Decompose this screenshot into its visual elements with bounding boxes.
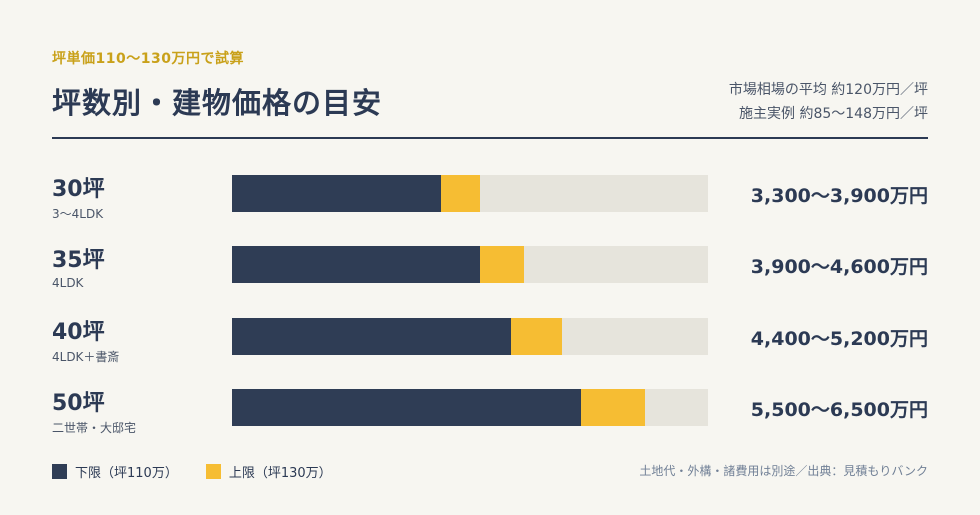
price-range-label: 3,300〜3,900万円 (750, 185, 928, 207)
bar-upper-range (581, 389, 645, 426)
bar-lower-bound (232, 246, 480, 283)
category-label: 50坪 (52, 391, 105, 416)
bar-lower-bound (232, 389, 582, 426)
bar-track (232, 318, 708, 355)
category-sublabel: 4LDK (52, 276, 84, 290)
bar-upper-range (441, 175, 480, 212)
legend: 下限（坪110万） 上限（坪130万） (52, 462, 360, 481)
title-divider (52, 137, 928, 139)
category-sublabel: 4LDK＋書斎 (52, 350, 120, 364)
page-title: 坪数別・建物価格の目安 (52, 86, 383, 120)
chart-row: 50坪二世帯・大邸宅 5,500〜6,500万円 (0, 385, 980, 445)
price-range-label: 3,900〜4,600万円 (750, 256, 928, 278)
chart-row: 30坪 3〜4LDK 3,300〜3,900万円 (0, 171, 980, 231)
chart-row: 40坪 4LDK＋書斎 4,400〜5,200万円 (0, 314, 980, 374)
bar-track (232, 175, 708, 212)
category-label: 40坪 (52, 320, 105, 345)
bar-upper-range (479, 246, 524, 283)
source-footnote: 土地代・外構・諸費用は別途／出典：見積もりバンク (639, 464, 928, 478)
bar-track (232, 246, 708, 283)
category-label: 35坪 (52, 248, 105, 273)
market-average-note: 市場相場の平均 約120万円／坪 (728, 82, 928, 98)
bar-upper-range (511, 318, 563, 355)
bar-track (232, 389, 708, 426)
legend-label-lower: 下限（坪110万） (75, 466, 178, 481)
legend-swatch-upper (205, 464, 221, 479)
legend-item-lower: 下限（坪110万） (52, 462, 178, 481)
legend-item-upper: 上限（坪130万） (205, 462, 332, 481)
price-range-label: 5,500〜6,500万円 (750, 399, 928, 421)
bar-lower-bound (232, 175, 442, 212)
header-notes: 市場相場の平均 約120万円／坪 施主実例 約85〜148万円／坪 (729, 78, 928, 126)
legend-swatch-lower (52, 464, 67, 479)
chart-row: 35坪 4LDK 3,900〜4,600万円 (0, 242, 980, 302)
category-sublabel: 3〜4LDK (52, 207, 104, 221)
price-range-label: 4,400〜5,200万円 (750, 328, 928, 350)
legend-label-upper: 上限（坪130万） (228, 466, 332, 481)
category-label: 30坪 (52, 177, 105, 202)
bar-lower-bound (232, 318, 512, 355)
eyebrow-label: 坪単価110〜130万円で試算 (52, 51, 244, 67)
category-sublabel: 二世帯・大邸宅 (52, 421, 137, 435)
owner-examples-note: 施主実例 約85〜148万円／坪 (739, 106, 928, 122)
